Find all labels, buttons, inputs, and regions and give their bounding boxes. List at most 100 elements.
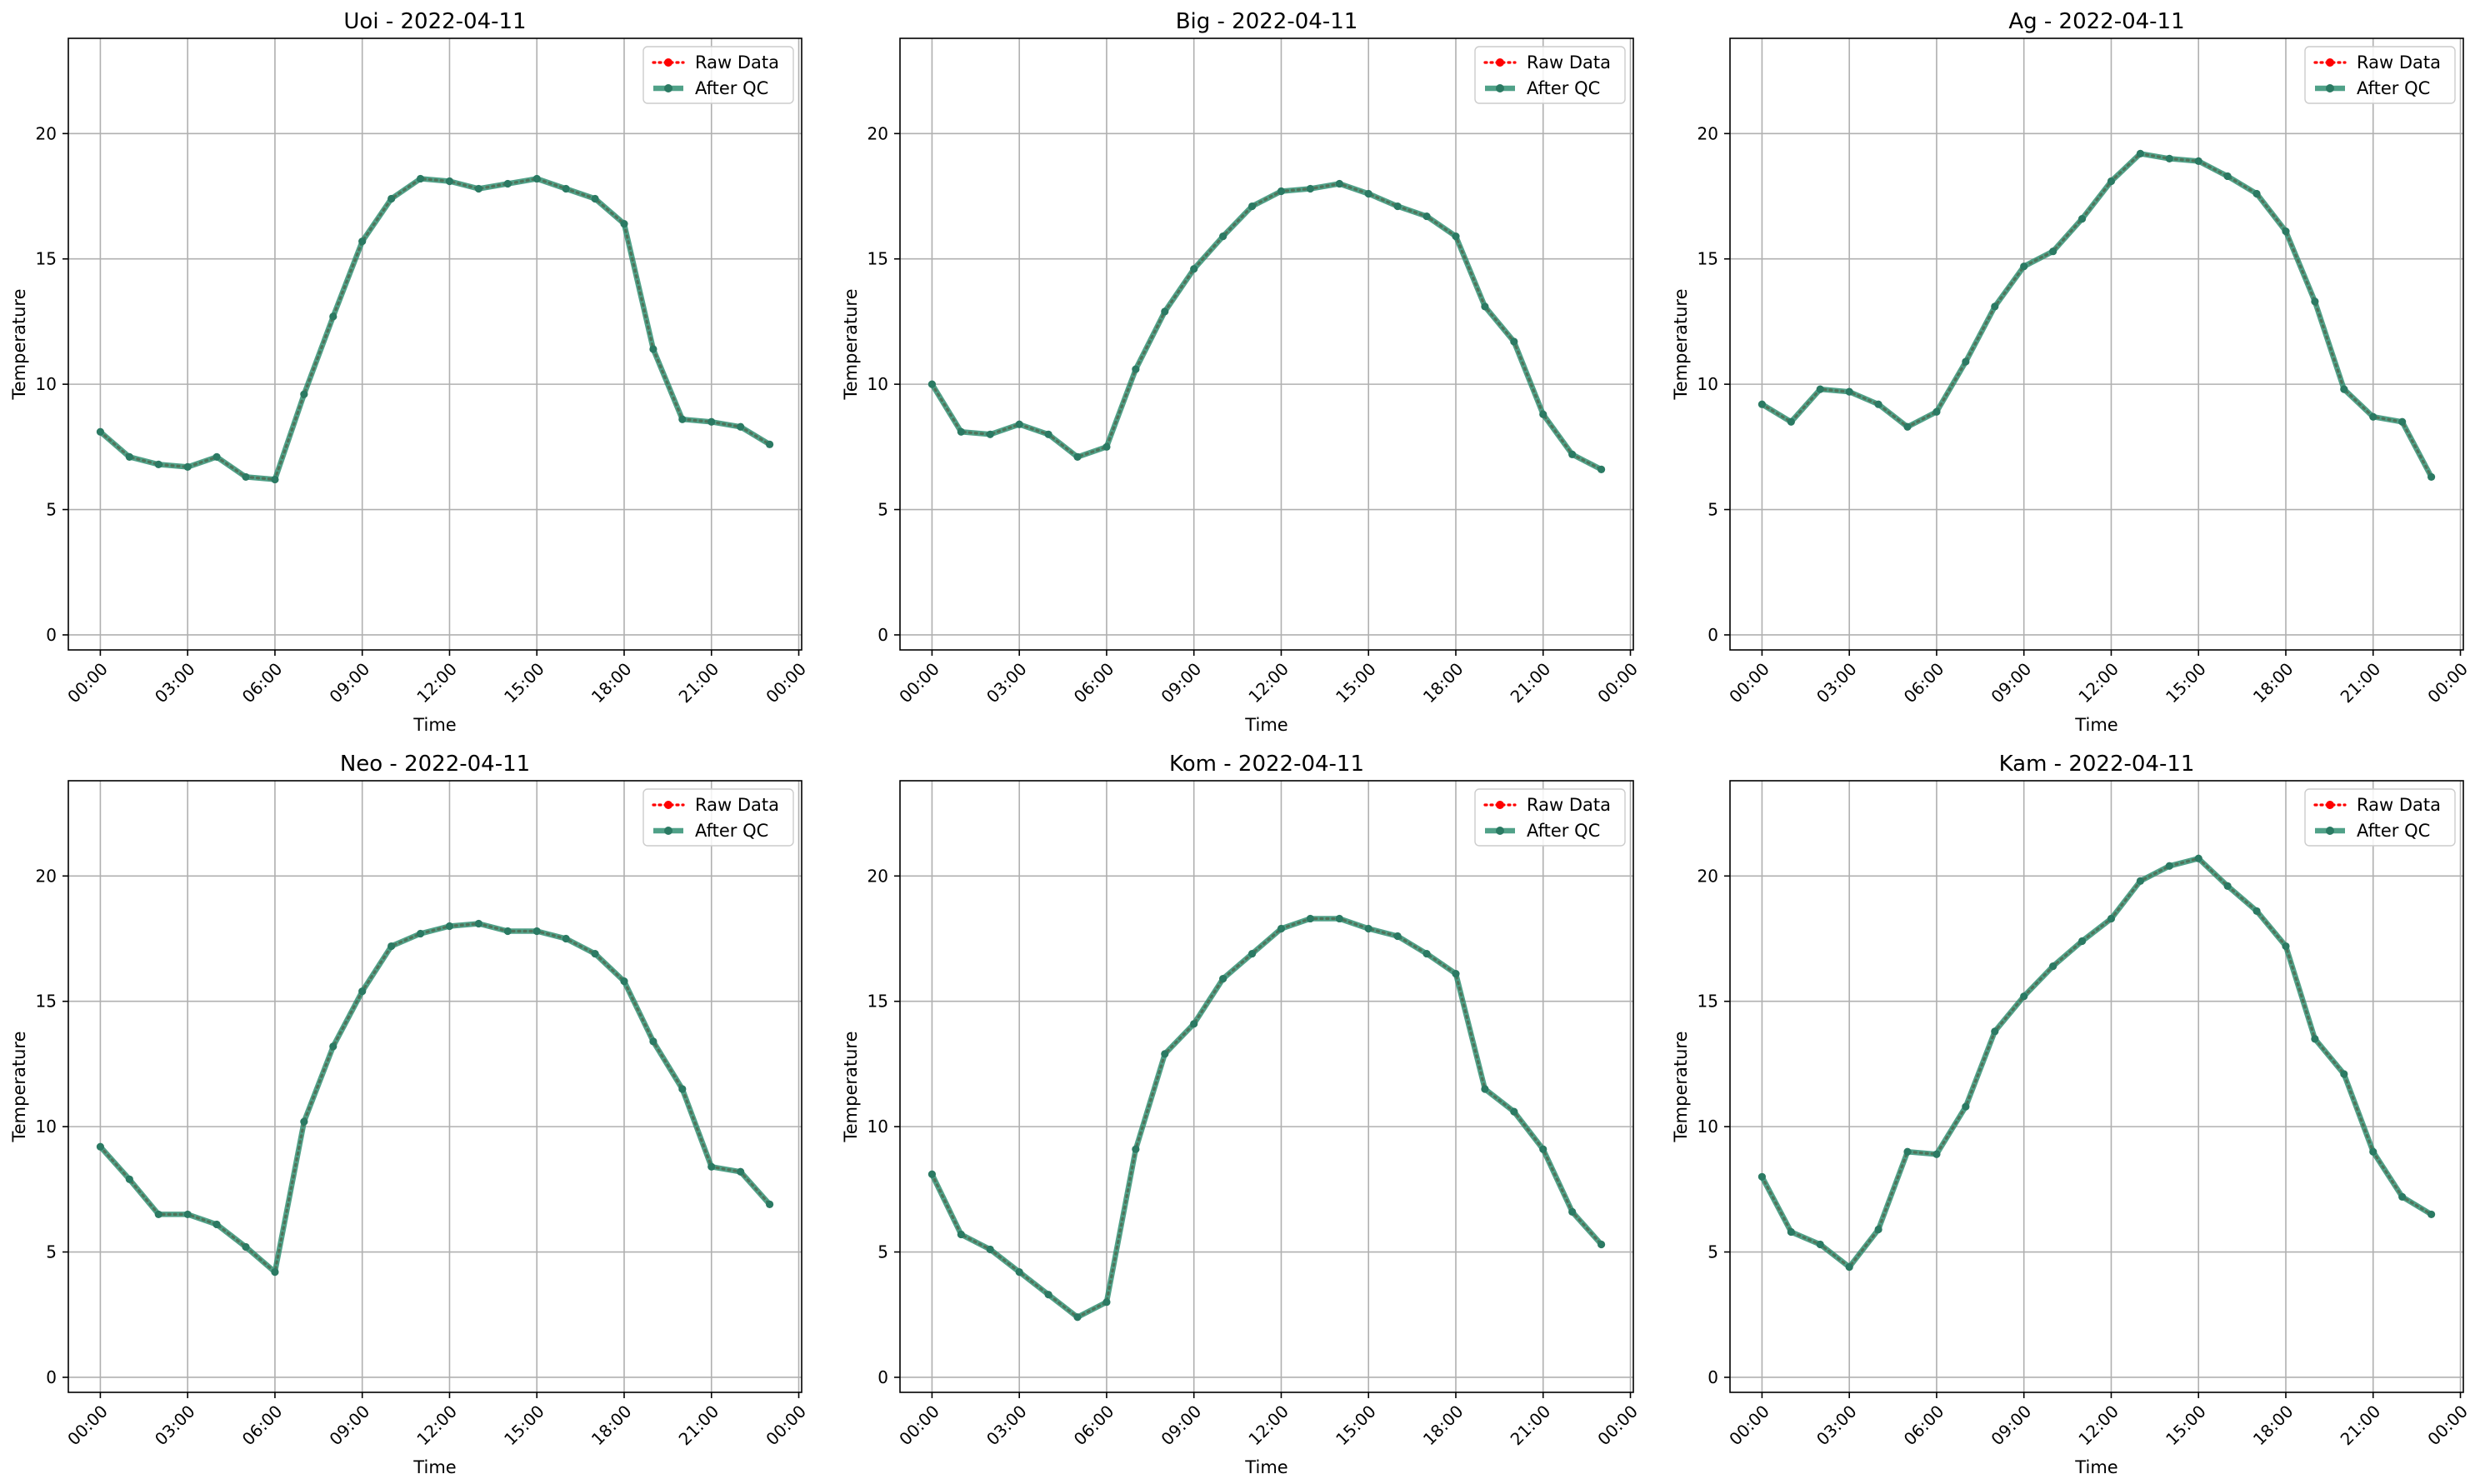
data-point-after-qc bbox=[1452, 970, 1460, 978]
legend-marker-after-qc bbox=[2326, 84, 2334, 92]
data-point-after-qc bbox=[1816, 1240, 1824, 1249]
data-point-after-qc bbox=[1452, 232, 1460, 241]
x-tick-label: 21:00 bbox=[2337, 659, 2385, 707]
data-point-after-qc bbox=[358, 237, 367, 246]
data-point-after-qc bbox=[986, 430, 994, 438]
x-tick-label: 09:00 bbox=[1158, 1402, 1206, 1450]
x-tick-label: 21:00 bbox=[1507, 659, 1555, 707]
x-tick-label: 06:00 bbox=[1070, 1402, 1118, 1450]
data-point-after-qc bbox=[2311, 1035, 2319, 1043]
data-point-after-qc bbox=[678, 415, 687, 423]
y-axis-label: Temperature bbox=[841, 288, 861, 400]
data-point-after-qc bbox=[2194, 854, 2202, 862]
data-point-after-qc bbox=[708, 1162, 716, 1171]
x-tick-label: 21:00 bbox=[2337, 1402, 2385, 1450]
data-point-after-qc bbox=[1932, 1150, 1941, 1158]
legend-marker-raw-data bbox=[2326, 58, 2334, 67]
plot-area bbox=[68, 38, 802, 650]
data-point-after-qc bbox=[928, 380, 937, 388]
legend-marker-raw-data bbox=[664, 58, 672, 67]
legend-marker-after-qc bbox=[1496, 827, 1504, 835]
data-point-after-qc bbox=[2049, 247, 2058, 256]
legend-label: Raw Data bbox=[2357, 52, 2441, 72]
data-point-after-qc bbox=[2078, 937, 2087, 946]
chart-title: Kam - 2022-04-11 bbox=[1999, 752, 2195, 777]
chart-title: Kom - 2022-04-11 bbox=[1169, 752, 1364, 777]
legend-label: Raw Data bbox=[1527, 52, 1611, 72]
y-axis-label: Temperature bbox=[841, 1031, 861, 1142]
x-tick-label: 09:00 bbox=[1988, 659, 2036, 707]
y-tick-label: 0 bbox=[46, 1367, 57, 1387]
data-point-after-qc bbox=[271, 475, 279, 484]
data-point-after-qc bbox=[1015, 1268, 1023, 1277]
legend-marker-raw-data bbox=[1496, 58, 1504, 67]
data-point-after-qc bbox=[2427, 1210, 2436, 1219]
data-point-after-qc bbox=[2049, 962, 2058, 971]
x-tick-label: 21:00 bbox=[1507, 1402, 1555, 1450]
series-line-after-qc bbox=[929, 916, 1604, 1321]
data-point-after-qc bbox=[1874, 400, 1882, 408]
data-point-after-qc bbox=[1102, 1298, 1111, 1307]
legend-label: After QC bbox=[1527, 78, 1600, 98]
data-point-after-qc bbox=[503, 179, 512, 188]
data-point-after-qc bbox=[1132, 365, 1140, 373]
data-point-after-qc bbox=[2282, 227, 2290, 236]
data-point-after-qc bbox=[1568, 450, 1577, 458]
data-point-after-qc bbox=[1758, 1172, 1767, 1181]
x-axis-label: Time bbox=[1244, 715, 1288, 735]
data-point-after-qc bbox=[1073, 1313, 1082, 1322]
data-point-after-qc bbox=[1991, 1027, 1999, 1036]
data-point-after-qc bbox=[1758, 400, 1767, 408]
data-point-after-qc bbox=[1161, 1050, 1169, 1058]
x-tick-label: 15:00 bbox=[2162, 659, 2210, 707]
data-point-after-qc bbox=[183, 462, 192, 472]
data-point-after-qc bbox=[125, 452, 133, 461]
chart-panel: 0 5 10 15 20 00:00 03:00 06:00 09:00 12:00 15:00 18… bbox=[9, 752, 810, 1477]
data-point-after-qc bbox=[1364, 924, 1372, 933]
data-point-after-qc bbox=[1306, 184, 1314, 193]
data-point-after-qc bbox=[737, 1167, 745, 1176]
x-tick-label: 03:00 bbox=[982, 659, 1031, 707]
y-tick-label: 15 bbox=[868, 992, 888, 1012]
data-point-after-qc bbox=[957, 427, 965, 436]
legend: Raw Data After QC bbox=[642, 46, 794, 104]
x-tick-label: 15:00 bbox=[500, 1402, 548, 1450]
y-tick-label: 10 bbox=[1698, 374, 1718, 394]
x-tick-label: 03:00 bbox=[151, 659, 199, 707]
data-point-after-qc bbox=[388, 194, 396, 203]
data-point-after-qc bbox=[96, 427, 105, 436]
legend-marker-after-qc bbox=[664, 84, 672, 92]
data-point-after-qc bbox=[1481, 302, 1489, 311]
data-point-after-qc bbox=[2194, 157, 2202, 166]
x-tick-label: 03:00 bbox=[151, 1402, 199, 1450]
data-point-after-qc bbox=[1991, 302, 1999, 311]
data-point-after-qc bbox=[1510, 337, 1518, 346]
legend-label: After QC bbox=[695, 821, 768, 841]
data-point-after-qc bbox=[125, 1175, 133, 1183]
legend-label: After QC bbox=[695, 78, 768, 98]
data-point-after-qc bbox=[2136, 149, 2144, 157]
data-point-after-qc bbox=[678, 1085, 687, 1093]
x-tick-label: 06:00 bbox=[238, 659, 287, 707]
data-point-after-qc bbox=[1903, 422, 1912, 431]
x-tick-label: 06:00 bbox=[1070, 659, 1118, 707]
x-tick-label: 12:00 bbox=[1244, 1402, 1292, 1450]
data-point-after-qc bbox=[2311, 297, 2319, 306]
x-tick-label: 03:00 bbox=[1812, 1402, 1861, 1450]
y-tick-label: 0 bbox=[1708, 1367, 1718, 1387]
chart-title: Ag - 2022-04-11 bbox=[2008, 9, 2184, 34]
x-tick-label: 18:00 bbox=[2249, 1402, 2298, 1450]
x-tick-label: 00:00 bbox=[895, 1402, 943, 1450]
data-point-after-qc bbox=[562, 184, 570, 193]
x-tick-label: 00:00 bbox=[1725, 659, 1773, 707]
x-tick-label: 00:00 bbox=[2423, 659, 2472, 707]
data-point-after-qc bbox=[474, 184, 482, 193]
data-point-after-qc bbox=[1874, 1225, 1882, 1234]
plot-area bbox=[68, 781, 802, 1392]
data-point-after-qc bbox=[2020, 992, 2028, 1001]
data-point-after-qc bbox=[1190, 265, 1198, 273]
x-tick-label: 12:00 bbox=[2074, 1402, 2122, 1450]
data-point-after-qc bbox=[1568, 1207, 1577, 1217]
x-tick-label: 00:00 bbox=[895, 659, 943, 707]
axes-frame bbox=[68, 780, 802, 1393]
